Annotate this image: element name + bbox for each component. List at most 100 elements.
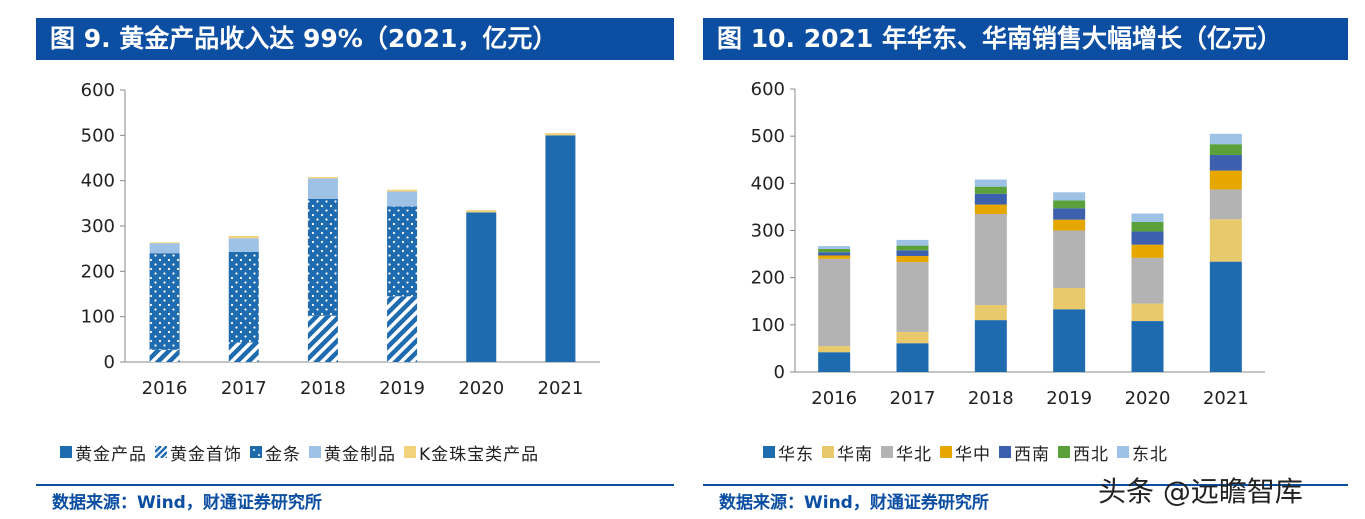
- legend-label: 西北: [1073, 444, 1109, 465]
- source-note: 数据来源：Wind，财通证券研究所: [52, 493, 322, 513]
- bar-segment: [974, 179, 1007, 187]
- x-tick-label: 2021: [1203, 388, 1249, 409]
- bar-segment: [818, 255, 851, 259]
- legend-swatch: [881, 446, 893, 458]
- x-tick-label: 2016: [142, 378, 188, 399]
- bar-segment: [974, 204, 1007, 214]
- bar-segment: [974, 305, 1007, 321]
- legend-swatch: [999, 446, 1011, 458]
- y-tick-label: 300: [751, 221, 785, 242]
- bar-segment: [545, 133, 576, 136]
- x-tick-label: 2020: [1125, 388, 1171, 409]
- legend-swatch: [155, 446, 167, 458]
- bar-segment: [818, 258, 851, 347]
- x-tick-label: 2020: [458, 378, 504, 399]
- legend-item: 黄金产品: [60, 440, 147, 465]
- bar-segment: [896, 331, 929, 344]
- y-tick-label: 500: [81, 125, 115, 146]
- y-tick-label: 600: [81, 80, 115, 101]
- y-tick-label: 100: [81, 307, 115, 328]
- bar-segment: [1131, 231, 1164, 245]
- legend-item: 黄金首饰: [155, 440, 242, 465]
- chart-title: 图 10. 2021 年华东、华南销售大幅增长（亿元）: [703, 18, 1348, 60]
- bar-segment: [149, 349, 180, 362]
- bar-segment: [149, 242, 180, 244]
- bar-segment: [228, 251, 259, 343]
- bar-segment: [1131, 257, 1164, 304]
- x-tick-label: 2019: [1046, 388, 1092, 409]
- legend-item: 金条: [250, 440, 301, 465]
- chart-legend: 华东 华南 华北 华中 西南 西北 东北: [763, 440, 1176, 465]
- bar-segment: [1053, 288, 1086, 310]
- legend-item: 华东: [763, 440, 814, 465]
- bar-segment: [387, 191, 418, 207]
- y-tick-label: 200: [751, 268, 785, 289]
- bar-segment: [1209, 219, 1242, 262]
- bar-segment: [149, 253, 180, 350]
- bar-segment: [1053, 200, 1086, 209]
- legend-label: 华北: [896, 444, 932, 465]
- y-tick-label: 200: [81, 261, 115, 282]
- chart-panel-right: 图 10. 2021 年华东、华南销售大幅增长（亿元） 0 100 200 300 40…: [683, 0, 1365, 519]
- bar-segment: [1053, 309, 1086, 372]
- bar-segment: [149, 243, 180, 254]
- bar-segment: [1053, 230, 1086, 289]
- legend-item: 西北: [1058, 440, 1109, 465]
- x-tick-label: 2018: [300, 378, 346, 399]
- legend-label: K金珠宝类产品: [419, 444, 540, 465]
- chart-title: 图 9. 黄金产品收入达 99%（2021，亿元）: [36, 18, 674, 60]
- y-tick-label: 0: [774, 362, 785, 383]
- legend-swatch: [1117, 446, 1129, 458]
- legend-swatch: [250, 446, 262, 458]
- bar-segment: [1209, 189, 1242, 220]
- legend-item: 东北: [1117, 440, 1168, 465]
- bar-segment: [307, 315, 338, 362]
- y-tick-label: 0: [104, 352, 115, 373]
- bar-segment: [1053, 219, 1086, 231]
- bar-segment: [228, 235, 259, 239]
- legend-swatch: [763, 446, 775, 458]
- bar-segment: [307, 198, 338, 316]
- bar-segment: [307, 178, 338, 199]
- legend-swatch: [1058, 446, 1070, 458]
- source-note: 数据来源：Wind，财通证券研究所: [719, 493, 989, 513]
- bar-segment: [896, 245, 929, 251]
- chart-panel-left: 图 9. 黄金产品收入达 99%（2021，亿元） 0 100 200 300 400 5…: [36, 18, 674, 513]
- bar-segment: [818, 346, 851, 353]
- source-divider: [703, 484, 1348, 486]
- bar-segment: [466, 212, 497, 362]
- bar-segment: [307, 177, 338, 179]
- legend-label: 西南: [1014, 444, 1050, 465]
- bar-segment: [896, 250, 929, 256]
- bar-segment: [1209, 144, 1242, 156]
- legend-swatch: [940, 446, 952, 458]
- x-tick-label: 2021: [538, 378, 584, 399]
- x-tick-label: 2018: [968, 388, 1014, 409]
- x-tick-label: 2016: [811, 388, 857, 409]
- x-tick-label: 2017: [890, 388, 936, 409]
- bar-segment: [818, 246, 851, 249]
- legend-item: 华中: [940, 440, 991, 465]
- bar-segment: [1131, 213, 1164, 223]
- legend-label: 金条: [265, 444, 301, 465]
- bar-segment: [1131, 222, 1164, 232]
- bar-segment: [1131, 244, 1164, 258]
- bar-segment: [228, 342, 259, 362]
- bar-segment: [974, 193, 1007, 205]
- watermark: 头条 @远瞻智库: [1098, 475, 1303, 508]
- bar-segment: [545, 135, 576, 362]
- bar-chart-gold-products: 0 100 200 300 400 500 600 2016 2017 2018 2019 2020 2…: [81, 80, 600, 399]
- legend-label: 东北: [1132, 444, 1168, 465]
- bar-segment: [387, 206, 418, 297]
- legend-swatch: [60, 446, 72, 458]
- bar-segment: [1209, 170, 1242, 190]
- bar-segment: [228, 238, 259, 252]
- y-tick-label: 100: [751, 315, 785, 336]
- bar-segment: [387, 296, 418, 362]
- y-tick-label: 600: [751, 79, 785, 100]
- bar-segment: [1131, 321, 1164, 372]
- bar-segment: [1209, 261, 1242, 372]
- legend-item: K金珠宝类产品: [404, 440, 539, 465]
- y-tick-label: 400: [81, 171, 115, 192]
- bar-segment: [387, 189, 418, 192]
